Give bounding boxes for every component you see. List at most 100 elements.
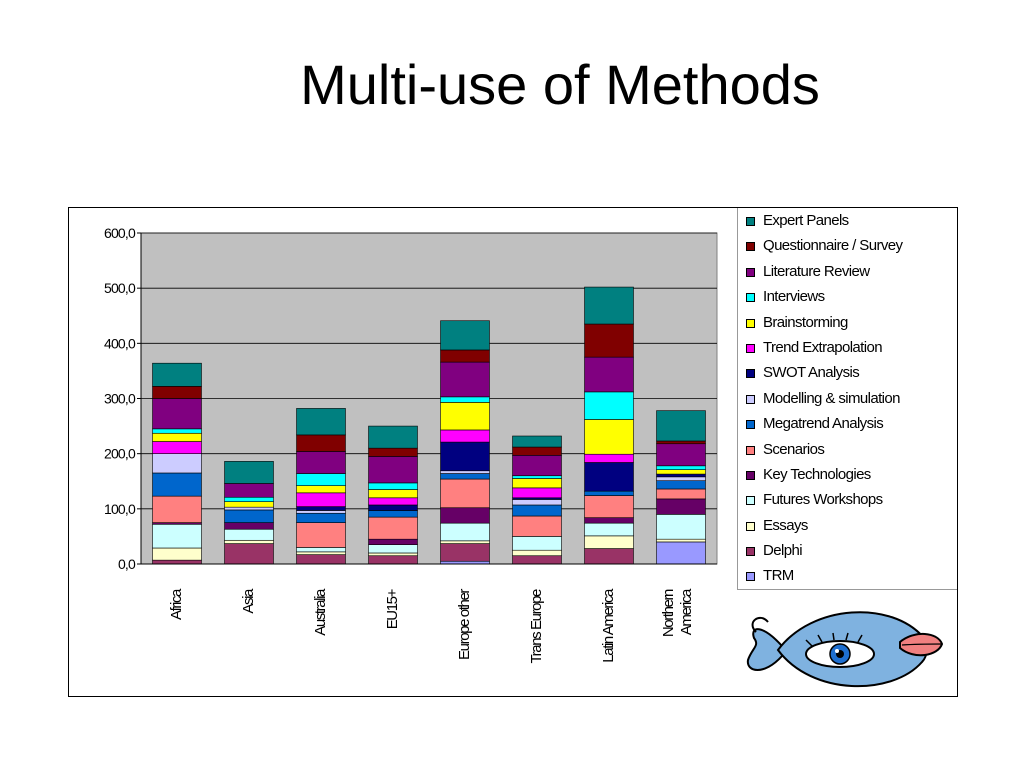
bar-segment [296,551,346,555]
legend-swatch [746,445,755,455]
legend-swatch [746,496,755,506]
bar-segment [656,541,706,565]
bar-segment [368,555,418,565]
x-category-label: EU15+ [384,588,401,629]
bar-segment [512,455,562,477]
bar-segment [584,286,634,325]
legend-label: Megatrend Analysis [763,415,884,433]
bar-segment [584,356,634,393]
legend-item: Futures Workshops [738,490,957,515]
legend-label: Trend Extrapolation [763,338,883,356]
y-tick-label: 300,0 [104,391,136,407]
bar-segment [440,507,490,524]
legend-label: Key Technologies [763,465,871,483]
stacked-bar-chart: 0,0 100,0 200,0 300,0 400,0 500,0 600,0 Africa A… [104,225,718,664]
legend-swatch [746,343,755,353]
bar-segment [440,361,490,398]
bar-segment [296,512,346,523]
bar-segment [584,517,634,524]
bar-segment [584,419,634,455]
legend-label: SWOT Analysis [763,364,860,382]
bar-segment [368,544,418,554]
bar-segment [152,432,202,442]
bar-segment [512,487,562,499]
x-category-label: Australia [312,588,329,636]
x-category-label: Africa [168,588,185,620]
legend-swatch [746,267,755,277]
legend-item: Delphi [738,541,957,566]
bar-segment [440,320,490,351]
legend-swatch [746,217,755,226]
legend-item: Modelling & simulation [738,389,957,414]
legend-item: Brainstorming [738,313,957,338]
bar-segment [152,472,202,497]
legend-swatch [746,470,755,480]
bar-segment [656,440,706,445]
bar-segment [152,523,202,549]
legend-swatch [746,369,755,379]
legend-swatch [746,521,755,531]
bar-segment [296,547,346,553]
bar-segment [224,539,274,544]
legend-item: Expert Panels [738,211,957,236]
legend-swatch [746,394,755,404]
bar-segment [584,453,634,463]
bar-segment [368,456,418,484]
bar-segment [440,396,490,403]
bar-segment [224,528,274,541]
bar-segment [152,441,202,454]
bar-segment [656,480,706,490]
bar-segment [512,475,562,479]
legend-swatch [746,293,755,303]
bar-segment [440,441,490,472]
bar-segment [296,506,346,511]
legend-label: Questionnaire / Survey [763,237,903,255]
legend-label: Interviews [763,288,825,306]
legend-item: Questionnaire / Survey [738,236,957,261]
y-tick-label: 100,0 [104,501,136,517]
x-category-label: Latin America [600,588,617,663]
bar-segment [584,495,634,518]
legend-label: Essays [763,516,808,534]
x-category-label: Asia [240,588,257,614]
bar-segment [152,398,202,430]
legend-swatch [746,242,755,252]
legend-swatch [746,420,755,430]
legend-item: Literature Review [738,262,957,287]
bar-segment [440,540,490,544]
bar-segment [656,476,706,481]
bar-segment [296,451,346,474]
bar-segment [656,469,706,475]
bar-segment [512,435,562,448]
bar-segment [440,402,490,431]
y-tick-label: 400,0 [104,335,136,351]
bar-segment [368,538,418,545]
bar-segment [368,489,418,499]
bar-segment [296,522,346,548]
bar-segment [296,510,346,514]
legend-label: Futures Workshops [763,491,883,509]
y-tick-label: 200,0 [104,446,136,462]
legend-label: Brainstorming [763,313,848,331]
legend-label: Literature Review [763,262,870,280]
legend-item: Trend Extrapolation [738,338,957,363]
bar-segment [440,473,490,480]
bar-segment [440,478,490,509]
bar-segment [440,470,490,474]
bar-segment [152,386,202,399]
bar-segment [656,514,706,540]
bar-segment [440,429,490,443]
bar-segment [152,559,202,565]
bar-segment [584,548,634,565]
y-tick-label: 600,0 [104,225,136,241]
legend-label: TRM [763,567,794,585]
bar-segment [584,490,634,496]
bar-segment [224,461,274,484]
chart-legend: Expert Panels Questionnaire / Survey Liter… [737,208,957,590]
bar-segment [224,543,274,565]
bar-segment [368,425,418,449]
x-category-label: America [678,588,695,635]
bar-segment [656,538,706,543]
bar-segment [368,447,418,457]
bar-segment [656,498,706,515]
